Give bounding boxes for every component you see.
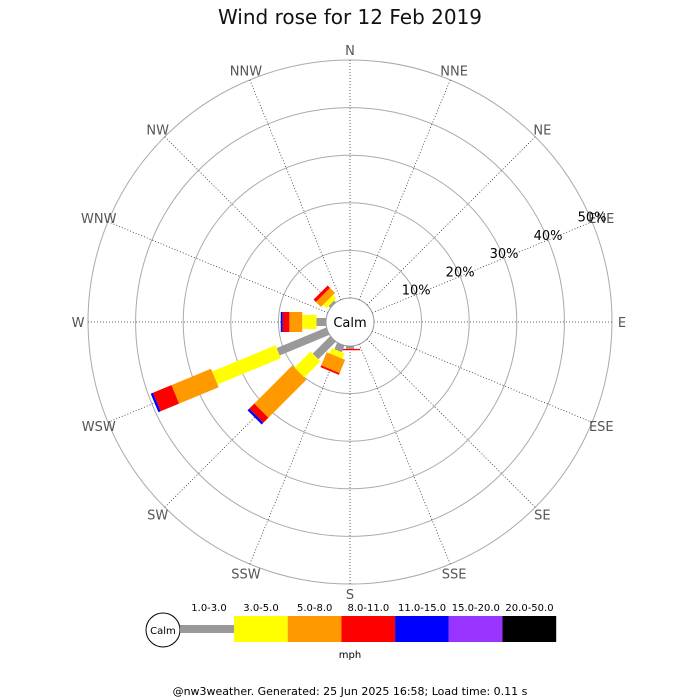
direction-label-se: SE xyxy=(534,508,550,523)
bar-wsw-5.0-8.0 xyxy=(171,368,219,404)
speed-legend: Calm 1.0-3.0 3.0-5.0 5.0-8.0 8.0-11.0 11.0-1… xyxy=(145,603,557,661)
spoke-ne xyxy=(366,136,536,306)
radial-tick-40pct: 40% xyxy=(534,229,563,244)
legend-unit: mph xyxy=(339,650,361,661)
bar-w-1.0-3.0 xyxy=(316,318,326,326)
legend-swatch-5.0-8.0 xyxy=(287,616,342,642)
legend-label-3.0-5.0: 3.0-5.0 xyxy=(243,603,278,614)
spoke-nne xyxy=(358,79,451,300)
bar-nw-3.0-5.0 xyxy=(323,295,337,309)
bar-sw-8.0-11.0 xyxy=(249,403,269,423)
direction-label-ene: ENE xyxy=(588,212,614,227)
direction-label-s: S xyxy=(346,588,354,603)
legend-calm-label: Calm xyxy=(150,626,176,637)
legend-swatch-15.0-20.0 xyxy=(448,616,503,642)
bar-ssw-3.0-5.0 xyxy=(329,348,345,359)
calm-circle xyxy=(325,297,375,347)
bar-ssw-5.0-8.0 xyxy=(321,352,346,374)
direction-label-ne: NE xyxy=(533,124,551,139)
bar-w-5.0-8.0 xyxy=(289,312,303,332)
spoke-wnw xyxy=(107,221,328,314)
grid-ring xyxy=(182,154,518,490)
bar-ssw-8.0-11.0 xyxy=(320,365,340,375)
legend-swatch-8.0-11.0 xyxy=(341,616,396,642)
bar-w-8.0-11.0 xyxy=(282,312,290,332)
radial-tick-30pct: 30% xyxy=(490,247,519,262)
direction-label-sse: SSE xyxy=(442,567,467,582)
legend-label-20.0-50.0: 20.0-50.0 xyxy=(505,603,553,614)
direction-label-n: N xyxy=(345,44,355,59)
chart-title: Wind rose for 12 Feb 2019 xyxy=(218,5,482,29)
legend-swatch-11.0-15.0 xyxy=(395,616,449,642)
bar-sw-11.0-15.0 xyxy=(247,408,264,425)
spoke-ene xyxy=(372,221,593,314)
calm-label: Calm xyxy=(333,316,366,331)
direction-label-e: E xyxy=(618,316,626,331)
spoke-se xyxy=(366,338,536,508)
legend-swatch-3.0-5.0 xyxy=(234,616,288,642)
bar-wsw-3.0-5.0 xyxy=(212,345,281,385)
bar-sw-3.0-5.0 xyxy=(294,351,321,378)
legend-label-11.0-15.0: 11.0-15.0 xyxy=(398,603,446,614)
legend-swatch-20.0-50.0 xyxy=(502,616,557,642)
direction-label-nnw: NNW xyxy=(230,65,262,80)
direction-label-nw: NW xyxy=(146,124,169,139)
direction-label-nne: NNE xyxy=(440,65,468,80)
legend-swatch-1.0-3.0 xyxy=(180,625,234,633)
legend-label-15.0-20.0: 15.0-20.0 xyxy=(452,603,500,614)
radial-tick-20pct: 20% xyxy=(446,265,475,280)
bar-w-3.0-5.0 xyxy=(302,315,317,329)
radial-tick-10pct: 10% xyxy=(402,284,431,299)
spoke-sse xyxy=(358,344,451,565)
bar-sw-1.0-3.0 xyxy=(312,336,336,360)
bar-sw-5.0-8.0 xyxy=(254,365,307,418)
bar-wsw-8.0-11.0 xyxy=(152,385,180,412)
direction-label-wnw: WNW xyxy=(81,212,117,227)
bar-nw-8.0-11.0 xyxy=(313,285,331,303)
spoke-ssw xyxy=(249,344,342,565)
spoke-nw xyxy=(164,136,334,306)
bar-s-1.0-3.0 xyxy=(346,346,354,349)
radial-tick-50pct: 50% xyxy=(578,211,607,226)
spoke-nnw xyxy=(249,79,342,300)
legend-label-8.0-11.0: 8.0-11.0 xyxy=(348,603,390,614)
wind-bars xyxy=(150,285,360,425)
legend-label-1.0-3.0: 1.0-3.0 xyxy=(191,603,226,614)
bar-nw-5.0-8.0 xyxy=(315,287,336,308)
direction-label-ese: ESE xyxy=(589,420,614,435)
bar-w-11.0-15.0 xyxy=(280,312,283,332)
grid-ring xyxy=(135,107,565,537)
bar-wsw-1.0-3.0 xyxy=(276,327,330,356)
grid-ring xyxy=(230,202,470,442)
spoke-ese xyxy=(372,330,593,423)
direction-labels: N NNE NE ENE E ESE SE SSE S SSW SW WSW W WNW NW NNW xyxy=(72,44,627,603)
footer-text: @nw3weather. Generated: 25 Jun 2025 16:5… xyxy=(173,685,528,698)
grid-ring xyxy=(277,249,423,395)
bar-wsw-11.0-15.0 xyxy=(150,392,161,413)
legend-label-5.0-8.0: 5.0-8.0 xyxy=(297,603,332,614)
direction-label-sw: SW xyxy=(147,508,168,523)
bar-s-8.0-11.0 xyxy=(340,348,360,351)
direction-label-wsw: WSW xyxy=(82,420,116,435)
radial-tick-labels: 10% 20% 30% 40% 50% xyxy=(402,211,607,299)
direction-label-w: W xyxy=(72,316,85,331)
direction-label-ssw: SSW xyxy=(231,567,261,582)
bar-nw-1.0-3.0 xyxy=(328,300,336,308)
